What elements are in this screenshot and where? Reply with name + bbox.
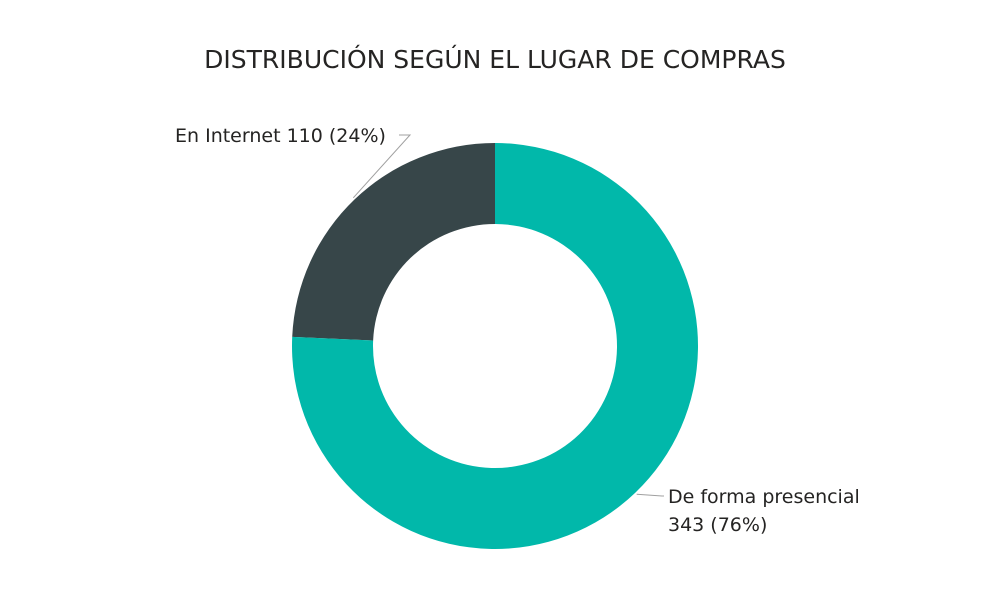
leader-line-en-internet xyxy=(352,134,412,199)
slice-de-forma-presencial[interactable] xyxy=(292,143,698,549)
data-labels: En Internet 110 (24%) De forma presencial… xyxy=(175,125,860,536)
data-label-de-forma-presencial: 343 (76%) xyxy=(668,514,767,536)
slices-layer xyxy=(292,143,698,549)
data-label-de-forma-presencial: De forma presencial xyxy=(668,486,860,508)
leader-lines xyxy=(352,134,664,497)
slice-en-internet[interactable] xyxy=(292,143,495,341)
leader-line-de-forma-presencial xyxy=(636,493,664,497)
data-label-en-internet: En Internet 110 (24%) xyxy=(175,125,386,147)
chart-title: DISTRIBUCIÓN SEGÚN EL LUGAR DE COMPRAS xyxy=(204,44,786,74)
